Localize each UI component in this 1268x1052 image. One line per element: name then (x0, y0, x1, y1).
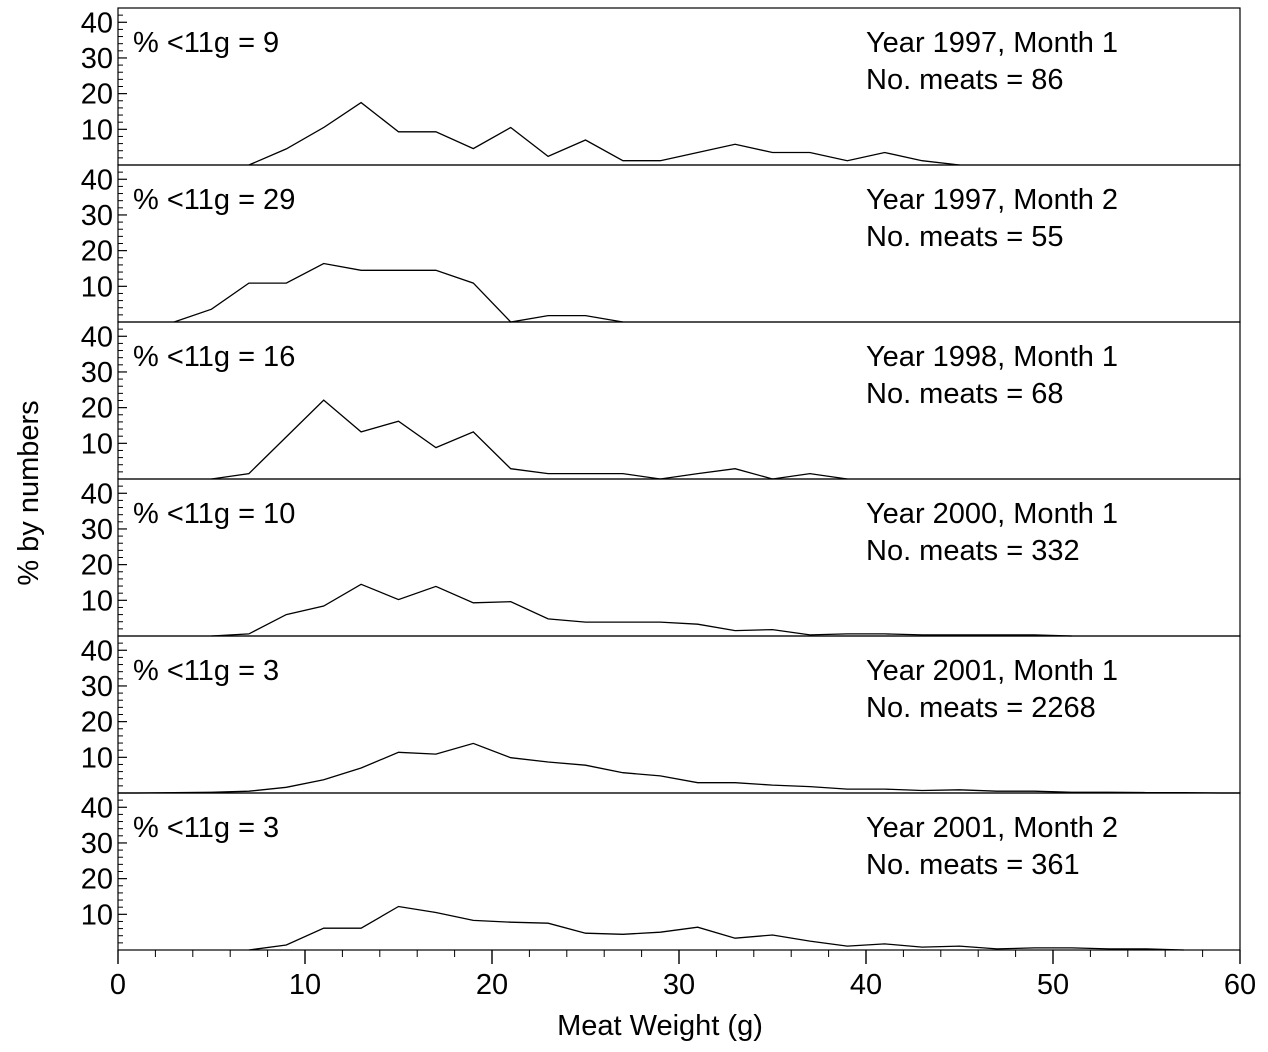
meat-count-label: No. meats = 68 (866, 378, 1063, 410)
y-tick-label: 40 (81, 164, 113, 196)
percent-under-11g-label: % <11g = 29 (133, 184, 295, 216)
y-tick-label: 30 (81, 671, 113, 703)
y-tick-label: 20 (81, 393, 113, 425)
percent-under-11g-label: % <11g = 3 (133, 812, 279, 844)
year-month-label: Year 1998, Month 1 (866, 341, 1118, 373)
y-tick-label: 20 (81, 79, 113, 111)
y-axis-title: % by numbers (13, 400, 45, 585)
meat-count-label: No. meats = 361 (866, 849, 1080, 881)
percent-under-11g-label: % <11g = 9 (133, 27, 279, 59)
y-tick-label: 30 (81, 357, 113, 389)
y-tick-label: 20 (81, 550, 113, 582)
series-line (248, 905, 1184, 951)
x-tick-label: 30 (663, 969, 695, 1001)
percent-under-11g-label: % <11g = 16 (133, 341, 295, 373)
y-tick-label: 10 (81, 899, 113, 931)
percent-under-11g-label: % <11g = 10 (133, 498, 295, 530)
series-line (211, 583, 1072, 637)
meat-count-label: No. meats = 55 (866, 221, 1063, 253)
y-tick-label: 40 (81, 321, 113, 353)
y-tick-label: 30 (81, 828, 113, 860)
meat-count-label: No. meats = 86 (866, 64, 1063, 96)
y-tick-label: 10 (81, 742, 113, 774)
series-line (118, 742, 1240, 794)
y-tick-label: 40 (81, 478, 113, 510)
y-tick-label: 20 (81, 864, 113, 896)
y-tick-label: 40 (81, 635, 113, 667)
year-month-label: Year 2001, Month 2 (866, 812, 1118, 844)
y-tick-label: 10 (81, 114, 113, 146)
x-axis-title: Meat Weight (g) (557, 1010, 763, 1042)
x-tick-label: 0 (110, 969, 126, 1001)
x-tick-label: 10 (289, 969, 321, 1001)
y-tick-label: 10 (81, 271, 113, 303)
year-month-label: Year 1997, Month 2 (866, 184, 1118, 216)
y-tick-label: 20 (81, 236, 113, 268)
series-line (248, 101, 960, 166)
y-tick-label: 30 (81, 43, 113, 75)
x-tick-label: 20 (476, 969, 508, 1001)
y-tick-label: 40 (81, 7, 113, 39)
meat-count-label: No. meats = 332 (866, 535, 1080, 567)
x-tick-label: 50 (1037, 969, 1069, 1001)
x-axis: 0 10 20 30 40 50 60 (110, 950, 1256, 1001)
year-month-label: Year 2000, Month 1 (866, 498, 1118, 530)
y-tick-label: 20 (81, 707, 113, 739)
series-line (173, 262, 624, 323)
year-month-label: Year 2001, Month 1 (866, 655, 1118, 687)
y-tick-label: 10 (81, 428, 113, 460)
x-tick-label: 40 (850, 969, 882, 1001)
meat-count-label: No. meats = 2268 (866, 692, 1096, 724)
x-tick-label: 60 (1224, 969, 1256, 1001)
y-tick-label: 40 (81, 792, 113, 824)
y-tick-label: 30 (81, 514, 113, 546)
y-tick-label: 10 (81, 585, 113, 617)
year-month-label: Year 1997, Month 1 (866, 27, 1118, 59)
y-tick-label: 30 (81, 200, 113, 232)
series-line (211, 399, 848, 480)
percent-under-11g-label: % <11g = 3 (133, 655, 279, 687)
